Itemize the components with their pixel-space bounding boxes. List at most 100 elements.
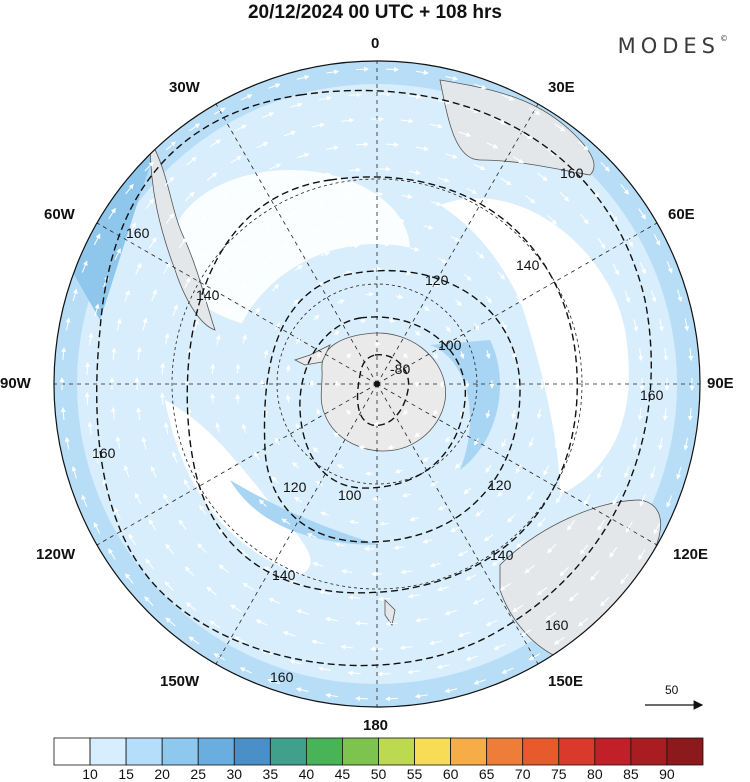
- wind-vector: [135, 492, 142, 505]
- wind-vector: [359, 318, 367, 324]
- wind-vector: [455, 299, 462, 307]
- wind-vector: [529, 107, 541, 115]
- wind-vector: [445, 75, 459, 81]
- wind-vector: [408, 94, 422, 100]
- wind-vector: [150, 465, 157, 479]
- wind-vector: [184, 566, 195, 576]
- wind-vector: [399, 645, 413, 651]
- wind-vector: [214, 107, 226, 115]
- wind-vector: [124, 289, 130, 303]
- wind-vector: [459, 351, 465, 360]
- wind-vector: [64, 436, 70, 450]
- wind-vector: [632, 437, 638, 450]
- wind-vector: [507, 245, 516, 255]
- wind-vector: [296, 152, 310, 159]
- lon-label-120w: 120W: [36, 546, 76, 563]
- wind-vector: [289, 659, 302, 665]
- wind-vector: [658, 437, 663, 451]
- wind-vector: [430, 282, 439, 287]
- wind-vector: [235, 393, 241, 404]
- brand-logo: MODES©: [618, 34, 728, 58]
- colorbar-tick-label: 20: [154, 766, 170, 782]
- colorbar-tick-label: 70: [514, 766, 531, 782]
- wind-vector: [335, 220, 346, 226]
- wind-vector: [342, 193, 354, 199]
- wind-vector: [242, 582, 254, 591]
- contour-labels: -80 100 100 120 120 120 140 140 140 140 …: [92, 165, 664, 685]
- wind-vector: [666, 495, 673, 508]
- wind-vector: [384, 696, 399, 702]
- wind-vector: [580, 437, 586, 450]
- contour-120: [263, 270, 521, 543]
- colorbar-swatch: [125, 737, 163, 766]
- colorbar-tick-label: 10: [82, 766, 98, 782]
- wind-vector: [255, 619, 268, 626]
- wind-vector: [536, 408, 542, 420]
- shading-jet-east: [430, 340, 500, 470]
- wind-vector: [567, 519, 576, 531]
- wind-vector: [432, 352, 438, 360]
- contour-label: 160: [640, 387, 664, 403]
- wind-vector: [184, 277, 191, 289]
- wind-vector: [497, 271, 506, 280]
- wind-vector: [485, 295, 492, 304]
- wind-vector: [306, 533, 317, 539]
- wind-vector: [60, 406, 66, 420]
- wind-vector: [638, 548, 646, 561]
- wind-vector: [165, 617, 176, 627]
- wind-vector: [485, 350, 491, 359]
- wind-vector: [653, 234, 661, 246]
- wind-vector: [484, 226, 494, 234]
- wind-vector: [218, 564, 229, 574]
- wind-vector: [401, 194, 413, 199]
- wind-vector: [570, 291, 577, 303]
- wind-vector: [342, 492, 352, 498]
- wind-vector: [666, 261, 673, 274]
- wind-vector: [282, 631, 296, 637]
- wind-vector: [606, 437, 612, 451]
- wind-vector: [209, 620, 221, 629]
- wind-vector: [110, 406, 116, 420]
- contour-label: 160: [270, 669, 294, 685]
- wind-vector: [268, 83, 281, 89]
- contour-label: 120: [283, 479, 307, 495]
- wind-vector: [650, 466, 656, 479]
- wind-vector: [144, 161, 154, 172]
- wind-vector: [454, 462, 462, 469]
- wind-vector: [164, 332, 170, 345]
- wind-vector: [562, 408, 567, 420]
- wind-vector: [341, 117, 355, 123]
- shading-jet-northwest: [60, 140, 160, 320]
- wind-vector: [108, 207, 116, 220]
- wind-vector: [185, 191, 195, 202]
- wind-vector: [457, 550, 469, 557]
- wind-vector: [663, 348, 669, 362]
- wind-vector: [123, 464, 130, 478]
- wind-vector: [554, 636, 565, 645]
- wind-vector: [625, 521, 633, 533]
- wind-vector: [502, 94, 515, 101]
- wind-vector: [267, 678, 280, 685]
- wind-vector: [206, 586, 217, 596]
- wind-vector: [159, 392, 165, 405]
- wind-vector: [395, 294, 404, 300]
- wind-vector: [537, 349, 542, 361]
- wind-vector: [295, 422, 301, 431]
- wind-vector: [683, 437, 689, 451]
- wind-vector: [543, 465, 550, 476]
- wind-vector: [650, 289, 657, 303]
- wind-vector: [587, 408, 593, 421]
- wind-vector: [658, 318, 664, 332]
- wind-vector: [254, 451, 260, 461]
- wind-vector: [164, 176, 175, 187]
- wind-vector: [188, 636, 200, 645]
- copyright-mark: ©: [720, 34, 728, 43]
- wind-vector: [340, 644, 354, 650]
- wind-vector: [215, 422, 221, 433]
- wind-vector: [151, 289, 157, 302]
- wind-vector: [365, 471, 374, 477]
- wind-vector: [687, 407, 693, 421]
- colorbar-swatch: [305, 737, 343, 766]
- wind-vector: [600, 161, 610, 172]
- brand-name: MODES: [617, 34, 720, 58]
